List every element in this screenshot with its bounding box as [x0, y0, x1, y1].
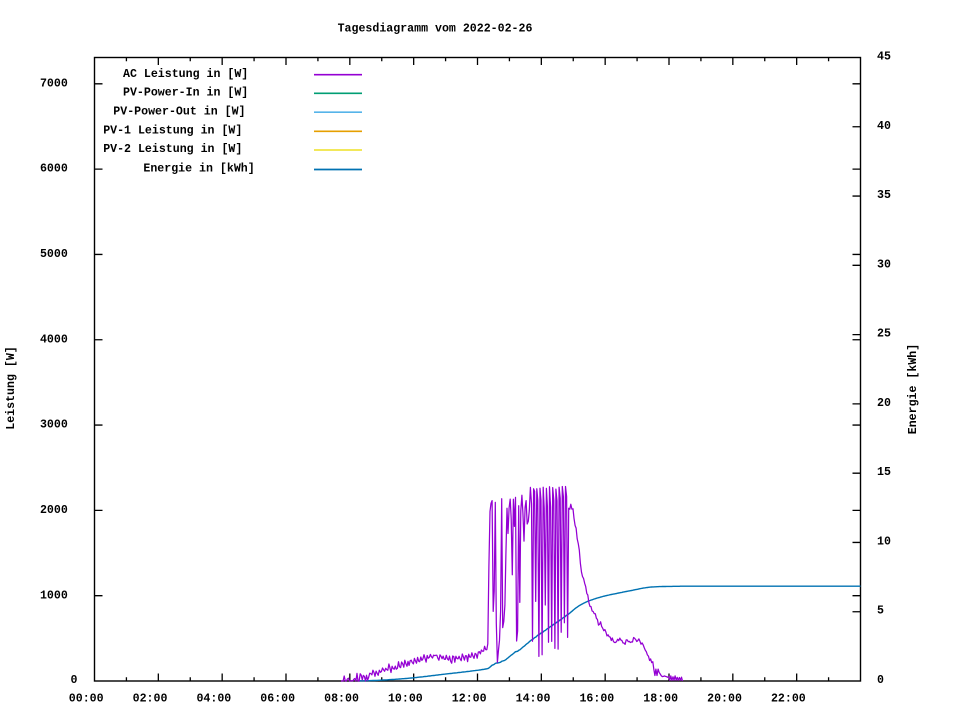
svg-text:16:00: 16:00 [579, 693, 614, 706]
svg-text:22:00: 22:00 [771, 693, 806, 706]
svg-text:0: 0 [71, 674, 78, 687]
svg-text:10: 10 [877, 535, 891, 548]
svg-text:0: 0 [877, 674, 884, 687]
svg-text:02:00: 02:00 [133, 693, 168, 706]
svg-text:40: 40 [877, 120, 891, 133]
svg-text:5: 5 [877, 605, 884, 618]
svg-text:12:00: 12:00 [452, 693, 487, 706]
svg-text:3000: 3000 [40, 419, 68, 432]
svg-text:00:00: 00:00 [69, 693, 104, 706]
svg-text:30: 30 [877, 258, 891, 271]
svg-text:PV-Power-Out in [W]: PV-Power-Out in [W] [113, 105, 245, 118]
svg-text:2000: 2000 [40, 504, 68, 517]
svg-text:18:00: 18:00 [643, 693, 678, 706]
svg-text:35: 35 [877, 189, 891, 202]
svg-text:14:00: 14:00 [516, 693, 551, 706]
svg-text:6000: 6000 [40, 163, 68, 176]
svg-text:08:00: 08:00 [324, 693, 359, 706]
svg-text:Energie in [kWh]: Energie in [kWh] [143, 163, 254, 176]
svg-text:5000: 5000 [40, 248, 68, 261]
svg-text:20:00: 20:00 [707, 693, 742, 706]
svg-text:AC Leistung in [W]: AC Leistung in [W] [123, 68, 248, 81]
svg-text:Tagesdiagramm vom 2022-02-26: Tagesdiagramm vom 2022-02-26 [338, 23, 533, 36]
svg-text:15: 15 [877, 466, 891, 479]
svg-text:04:00: 04:00 [196, 693, 231, 706]
svg-text:25: 25 [877, 328, 891, 341]
svg-text:45: 45 [877, 50, 891, 63]
svg-text:10:00: 10:00 [388, 693, 423, 706]
svg-text:PV-1 Leistung in [W]: PV-1 Leistung in [W] [103, 125, 242, 138]
svg-text:1000: 1000 [40, 589, 68, 602]
svg-text:PV-Power-In in [W]: PV-Power-In in [W] [123, 87, 248, 100]
svg-text:Energie [kWh]: Energie [kWh] [907, 344, 920, 434]
svg-text:06:00: 06:00 [260, 693, 295, 706]
svg-text:20: 20 [877, 397, 891, 410]
svg-text:7000: 7000 [40, 77, 68, 90]
svg-text:PV-2 Leistung in [W]: PV-2 Leistung in [W] [103, 143, 242, 156]
svg-text:4000: 4000 [40, 333, 68, 346]
svg-text:Leistung [W]: Leistung [W] [5, 346, 18, 430]
